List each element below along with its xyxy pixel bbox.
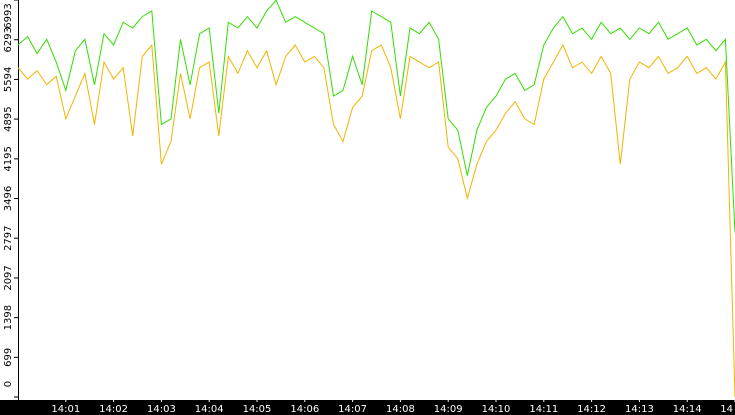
y-tick-label: 4895 [3, 106, 14, 131]
y-tick-label: 0 [3, 381, 14, 387]
y-tick-label: 5594 [3, 67, 14, 92]
y-tick-label: 6293 [3, 27, 14, 52]
series-line [17, 0, 735, 233]
y-tick-label: 4195 [3, 146, 14, 171]
x-tick-label: 14 [720, 404, 733, 415]
x-tick-label: 14:13 [625, 404, 654, 415]
x-tick-label: 14:12 [577, 404, 606, 415]
y-tick-label: 2797 [3, 225, 14, 250]
x-tick-label: 14:08 [386, 404, 415, 415]
x-tick-label: 14:03 [147, 404, 176, 415]
x-tick-label: 14:02 [99, 404, 128, 415]
x-tick-label: 14:10 [482, 404, 511, 415]
x-tick-label: 14:09 [434, 404, 463, 415]
x-tick-label: 14:01 [51, 404, 80, 415]
x-tick-label: 14:04 [195, 404, 224, 415]
y-tick-label: 1398 [3, 305, 14, 330]
x-tick-label: 14:07 [338, 404, 367, 415]
x-tick-label: 14:14 [673, 404, 702, 415]
y-tick-label: 699 [3, 348, 14, 367]
x-axis-band [0, 400, 735, 415]
y-tick-label: 6993 [3, 3, 14, 28]
x-tick-label: 14:05 [243, 404, 272, 415]
y-tick-label: 2097 [3, 265, 14, 290]
x-tick-label: 14:06 [290, 404, 319, 415]
y-tick-label: 3496 [3, 186, 14, 211]
x-tick-label: 14:11 [529, 404, 558, 415]
series-line [17, 43, 735, 398]
